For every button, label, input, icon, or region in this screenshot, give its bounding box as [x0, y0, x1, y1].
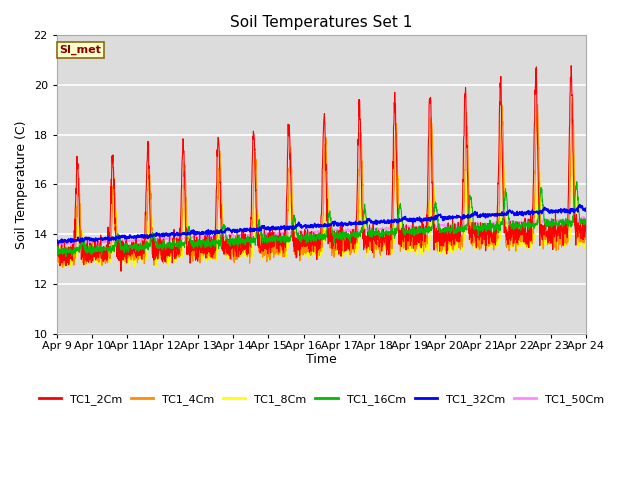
Legend: TC1_2Cm, TC1_4Cm, TC1_8Cm, TC1_16Cm, TC1_32Cm, TC1_50Cm: TC1_2Cm, TC1_4Cm, TC1_8Cm, TC1_16Cm, TC1… [34, 390, 609, 409]
X-axis label: Time: Time [306, 353, 337, 366]
Text: SI_met: SI_met [60, 45, 101, 56]
Title: Soil Temperatures Set 1: Soil Temperatures Set 1 [230, 15, 413, 30]
Y-axis label: Soil Temperature (C): Soil Temperature (C) [15, 120, 28, 249]
